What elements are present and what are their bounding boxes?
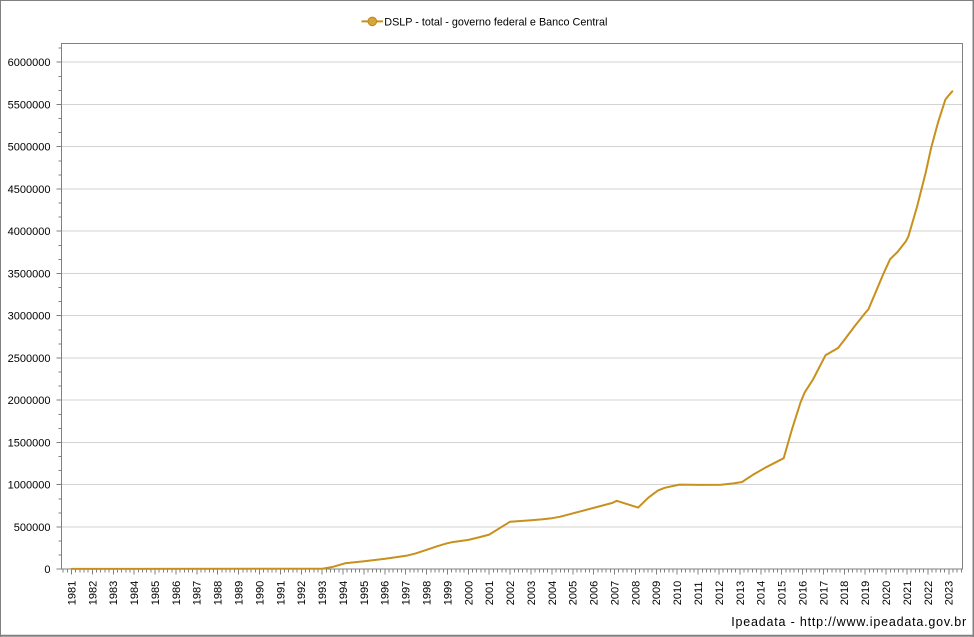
svg-text:1984: 1984 xyxy=(129,581,141,605)
svg-text:1985: 1985 xyxy=(150,581,162,605)
svg-text:1982: 1982 xyxy=(87,581,99,605)
svg-text:Ipeadata - http://www.ipeadata: Ipeadata - http://www.ipeadata.gov.br xyxy=(731,615,967,629)
svg-text:1997: 1997 xyxy=(401,581,413,605)
svg-text:2008: 2008 xyxy=(630,581,642,605)
svg-text:2004: 2004 xyxy=(547,581,559,605)
svg-text:1988: 1988 xyxy=(213,581,225,605)
svg-text:1995: 1995 xyxy=(359,581,371,605)
svg-text:2006: 2006 xyxy=(589,581,601,605)
svg-text:2016: 2016 xyxy=(797,581,809,605)
svg-text:1981: 1981 xyxy=(66,581,78,605)
svg-text:2023: 2023 xyxy=(944,581,956,605)
svg-text:5000000: 5000000 xyxy=(8,142,51,154)
svg-text:6000000: 6000000 xyxy=(8,57,51,69)
svg-text:2018: 2018 xyxy=(839,581,851,605)
svg-text:500000: 500000 xyxy=(14,522,51,534)
svg-text:DSLP - total - governo federal: DSLP - total - governo federal e Banco C… xyxy=(384,16,607,28)
svg-text:2022: 2022 xyxy=(923,581,935,605)
svg-text:2017: 2017 xyxy=(818,581,830,605)
svg-text:2015: 2015 xyxy=(777,581,789,605)
svg-text:1500000: 1500000 xyxy=(8,437,51,449)
svg-text:0: 0 xyxy=(44,564,50,576)
svg-text:2002: 2002 xyxy=(505,581,517,605)
svg-text:5500000: 5500000 xyxy=(8,99,51,111)
svg-text:3500000: 3500000 xyxy=(8,268,51,280)
svg-text:4000000: 4000000 xyxy=(8,226,51,238)
svg-text:2001: 2001 xyxy=(484,581,496,605)
svg-text:2011: 2011 xyxy=(693,582,705,606)
svg-text:2003: 2003 xyxy=(526,581,538,605)
svg-text:2014: 2014 xyxy=(756,581,768,605)
svg-text:1996: 1996 xyxy=(380,581,392,605)
svg-text:1998: 1998 xyxy=(422,581,434,605)
svg-text:2009: 2009 xyxy=(651,581,663,605)
svg-text:1986: 1986 xyxy=(171,581,183,605)
svg-text:4500000: 4500000 xyxy=(8,184,51,196)
svg-text:2020: 2020 xyxy=(881,581,893,605)
svg-text:1000000: 1000000 xyxy=(8,480,51,492)
svg-text:2012: 2012 xyxy=(714,581,726,605)
svg-text:1992: 1992 xyxy=(296,581,308,605)
svg-text:1993: 1993 xyxy=(317,581,329,605)
svg-text:1999: 1999 xyxy=(442,581,454,605)
svg-text:2005: 2005 xyxy=(568,581,580,605)
svg-text:1991: 1991 xyxy=(275,581,287,605)
svg-text:3000000: 3000000 xyxy=(8,311,51,323)
svg-text:1990: 1990 xyxy=(254,581,266,605)
svg-text:2019: 2019 xyxy=(860,581,872,605)
svg-text:1983: 1983 xyxy=(108,581,120,605)
svg-text:2000: 2000 xyxy=(463,581,475,605)
svg-text:1989: 1989 xyxy=(234,581,246,605)
svg-text:2000000: 2000000 xyxy=(8,395,51,407)
svg-text:1994: 1994 xyxy=(338,581,350,605)
svg-text:2013: 2013 xyxy=(735,581,747,605)
svg-text:1987: 1987 xyxy=(192,581,204,605)
svg-text:2500000: 2500000 xyxy=(8,353,51,365)
svg-text:2010: 2010 xyxy=(672,581,684,605)
svg-text:2021: 2021 xyxy=(902,581,914,605)
svg-text:2007: 2007 xyxy=(610,581,622,605)
